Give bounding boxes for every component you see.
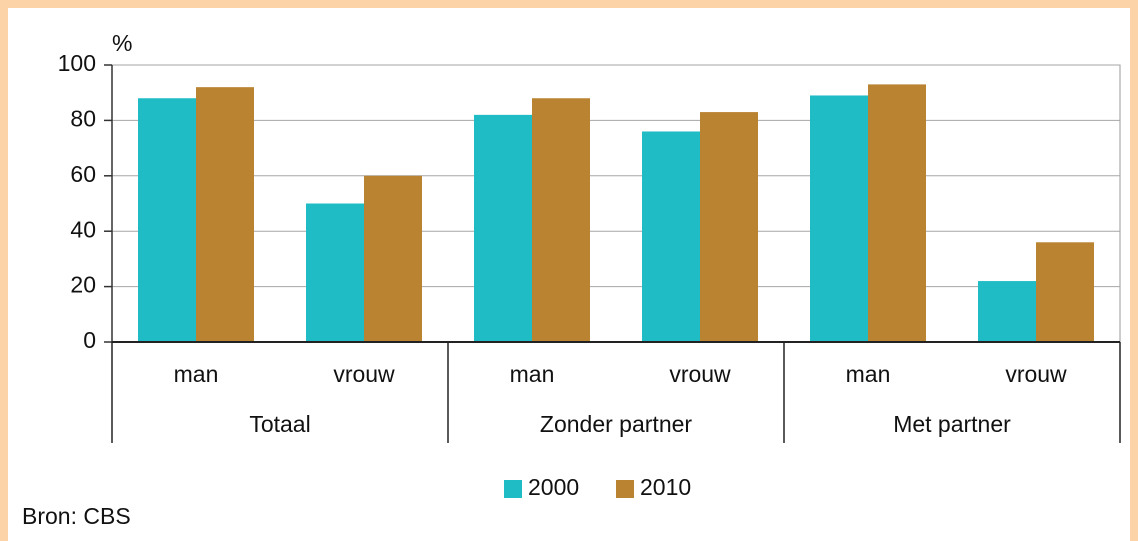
- bar: [474, 114, 532, 342]
- x-tick-label: man: [846, 361, 891, 387]
- x-tick-label: man: [510, 361, 555, 387]
- bar: [1036, 242, 1094, 342]
- x-tick-label: man: [174, 361, 219, 387]
- x-tick-label: vrouw: [1005, 361, 1067, 387]
- legend-label: 2000: [528, 474, 579, 500]
- x-tick-label: vrouw: [669, 361, 731, 387]
- legend-swatch: [504, 480, 522, 498]
- group-label: Met partner: [893, 411, 1011, 437]
- y-tick-label: 40: [70, 216, 96, 242]
- legend-swatch: [616, 480, 634, 498]
- bar: [642, 131, 700, 342]
- y-tick-label: 60: [70, 161, 96, 187]
- bar: [978, 281, 1036, 342]
- legend-label: 2010: [640, 474, 691, 500]
- bar: [306, 203, 364, 342]
- y-tick-label: 100: [58, 50, 96, 76]
- x-tick-label: vrouw: [333, 361, 395, 387]
- source-note: Bron: CBS: [22, 503, 131, 529]
- bar: [700, 112, 758, 342]
- bar: [868, 84, 926, 342]
- y-tick-label: 80: [70, 105, 96, 131]
- y-tick-label: 20: [70, 272, 96, 298]
- bar: [138, 98, 196, 343]
- bar: [196, 87, 254, 342]
- y-axis-label: %: [112, 30, 132, 56]
- group-label: Zonder partner: [540, 411, 692, 437]
- bar: [810, 95, 868, 342]
- bar: [532, 98, 590, 343]
- bar: [364, 175, 422, 342]
- y-tick-label: 0: [83, 327, 96, 353]
- group-label: Totaal: [249, 411, 310, 437]
